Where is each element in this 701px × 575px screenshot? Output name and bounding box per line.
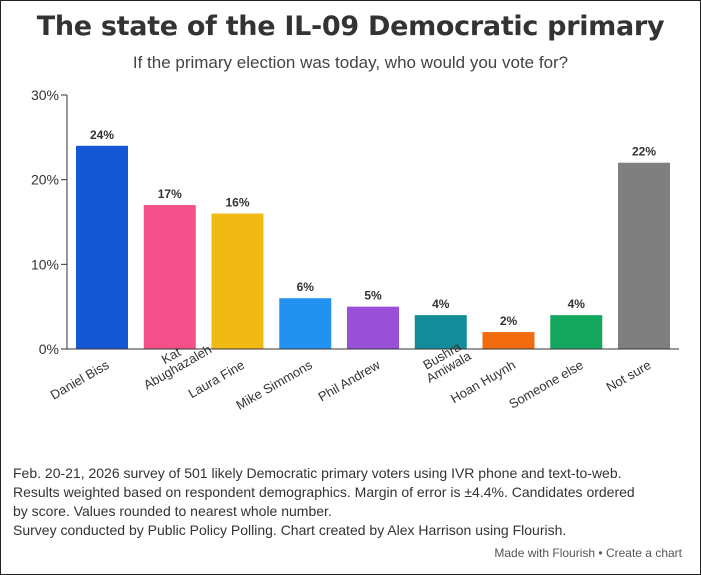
x-tick-label: Someone else <box>506 357 585 412</box>
bar <box>347 306 399 349</box>
footnote-line: Feb. 20-21, 2026 survey of 501 likely De… <box>13 465 622 481</box>
x-tick-label: Daniel Biss <box>48 357 112 403</box>
create-chart-link[interactable]: Create a chart <box>605 546 682 560</box>
data-label: 5% <box>364 289 382 303</box>
x-tick-label-line: Mike Simmons <box>233 357 315 413</box>
data-label: 24% <box>90 128 114 142</box>
data-label: 2% <box>500 314 518 328</box>
bar <box>414 315 467 349</box>
made-with-flourish-link[interactable]: Made with Flourish <box>494 546 596 560</box>
y-tick-label: 10% <box>31 256 59 272</box>
chart-subtitle: If the primary election was today, who w… <box>132 53 569 72</box>
x-tick-label-line: Someone else <box>506 357 585 412</box>
footnote-line: Survey conducted by Public Policy Pollin… <box>13 522 567 538</box>
bar <box>143 205 196 349</box>
data-label: 22% <box>632 145 656 159</box>
x-tick-label-line: Phil Andrew <box>316 357 383 405</box>
chart-title: The state of the IL-09 Democratic primar… <box>36 11 665 42</box>
bar <box>550 315 603 349</box>
x-tick-label: Not sure <box>603 357 653 395</box>
credit-separator: • <box>595 546 606 560</box>
footnote-line: Results weighted based on respondent dem… <box>13 484 635 500</box>
footnote-line: by score. Values rounded to nearest whol… <box>13 503 332 519</box>
bar-chart: 0%10%20%30%24%Daniel Biss17%KatAbughazal… <box>31 87 679 413</box>
bar <box>482 332 535 349</box>
x-tick-label-line: Not sure <box>603 357 653 395</box>
x-tick-label-line: Daniel Biss <box>48 357 112 403</box>
x-tick-label: Phil Andrew <box>316 357 383 405</box>
bar <box>76 145 128 349</box>
flourish-credit: Made with Flourish • Create a chart <box>494 546 682 560</box>
data-label: 17% <box>158 187 182 201</box>
y-tick-label: 0% <box>39 341 59 357</box>
x-tick-label: Mike Simmons <box>233 357 315 413</box>
data-label: 4% <box>568 297 586 311</box>
data-label: 4% <box>432 297 450 311</box>
bar <box>618 162 670 349</box>
bar <box>279 298 332 349</box>
data-label: 16% <box>225 196 249 210</box>
y-tick-label: 20% <box>31 172 59 188</box>
data-label: 6% <box>297 280 315 294</box>
y-tick-label: 30% <box>31 87 59 103</box>
footnote: Feb. 20-21, 2026 survey of 501 likely De… <box>13 464 693 540</box>
bar <box>211 213 264 349</box>
